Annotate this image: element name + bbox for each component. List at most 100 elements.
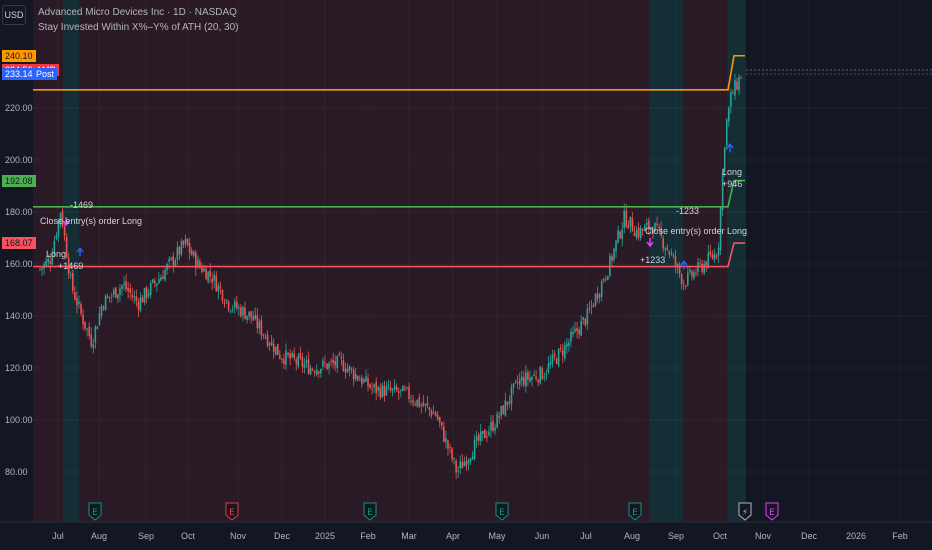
candle-body: [484, 429, 486, 439]
candle-body: [596, 293, 599, 300]
candle-body: [602, 279, 605, 281]
time-axis-bg: [0, 522, 932, 550]
candle-body: [680, 274, 683, 284]
event-marker-2[interactable]: E: [363, 502, 377, 521]
candle-body: [172, 256, 175, 266]
candle-body: [627, 225, 630, 229]
candle-body: [738, 77, 740, 91]
candle-body: [717, 247, 720, 256]
price-tag-3: 192.08: [2, 174, 36, 187]
x-tick-label: Aug: [624, 531, 640, 541]
candle-body: [373, 384, 375, 388]
event-marker-1[interactable]: E: [225, 502, 239, 521]
event-marker-4[interactable]: E: [628, 502, 642, 521]
candle-body: [256, 315, 259, 328]
candle-body: [586, 308, 589, 325]
event-marker-6[interactable]: E: [765, 502, 779, 521]
candle-body: [730, 92, 732, 107]
candle-body: [78, 301, 80, 304]
candle-body: [195, 252, 197, 269]
candle-body: [147, 293, 150, 296]
candle-body: [465, 461, 468, 466]
candle-body: [541, 368, 544, 380]
candle-body: [315, 369, 318, 375]
candle-body: [242, 307, 244, 316]
candle-body: [641, 228, 644, 231]
candle-body: [443, 426, 445, 442]
candle-body: [668, 251, 671, 255]
candle-body: [406, 387, 408, 389]
candle-body: [523, 377, 525, 386]
candle-body: [301, 357, 304, 367]
candle-body: [385, 386, 388, 396]
candle-body: [397, 391, 400, 394]
candle-body: [514, 380, 517, 383]
candle-body: [500, 406, 503, 416]
trade-annotation-8: +946: [722, 178, 743, 189]
candle-body: [57, 219, 60, 237]
candle-body: [293, 353, 295, 359]
price-tag-2: 233.14: [2, 67, 36, 80]
candle-body: [291, 352, 293, 357]
event-marker-0[interactable]: E: [88, 502, 102, 521]
candle-body: [127, 288, 129, 292]
candle-body: [422, 402, 425, 407]
candle-body: [629, 216, 632, 227]
candle-body: [115, 287, 117, 298]
event-marker-3[interactable]: E: [495, 502, 509, 521]
candle-body: [584, 318, 587, 326]
candle-body: [211, 278, 213, 283]
x-tick-label: Aug: [91, 531, 107, 541]
candle-body: [572, 331, 574, 335]
candle-body: [279, 354, 281, 359]
event-marker-shape: [495, 502, 509, 521]
y-tick-label: 100.00: [5, 415, 33, 425]
candle-body: [117, 294, 119, 299]
y-tick-label: 180.00: [5, 207, 33, 217]
candle-body: [186, 238, 189, 246]
trade-arrow-1: [62, 220, 70, 227]
candle-body: [547, 363, 550, 373]
candle-body: [441, 422, 443, 426]
candle-body: [178, 246, 181, 255]
candle-body: [379, 387, 382, 398]
candle-body: [197, 259, 199, 268]
candle-body: [371, 388, 373, 390]
x-tick-label: Feb: [360, 531, 376, 541]
band-2: [33, 242, 745, 268]
candle-body: [498, 416, 500, 418]
candle-body: [619, 231, 621, 238]
event-marker-shape: [88, 502, 102, 521]
candle-body: [600, 281, 603, 297]
candle-body: [715, 255, 718, 258]
candle-body: [106, 296, 109, 298]
candle-body: [359, 379, 361, 382]
candle-body: [469, 458, 472, 462]
x-tick-label: May: [488, 531, 506, 541]
candle-body: [623, 210, 626, 229]
candle-body: [352, 369, 355, 380]
candle-body: [162, 276, 164, 280]
candle-body: [555, 358, 558, 364]
event-marker-5[interactable]: ⚡: [738, 502, 752, 521]
candle-body: [104, 295, 107, 311]
currency-button[interactable]: USD: [2, 5, 26, 25]
candle-body: [332, 359, 334, 364]
candle-body: [203, 268, 205, 272]
candle-body: [533, 374, 535, 376]
candle-body: [395, 386, 398, 391]
candle-body: [557, 348, 560, 366]
candle-body: [252, 316, 254, 321]
candle-body: [41, 268, 43, 270]
candle-body: [477, 434, 480, 441]
zone-5: [727, 0, 746, 522]
event-marker-shape: [363, 502, 377, 521]
candle-body: [45, 260, 47, 266]
candle-body: [217, 284, 220, 292]
zone-3: [649, 0, 683, 522]
candle-body: [367, 378, 369, 387]
candle-body: [387, 385, 390, 387]
candle-body: [129, 288, 131, 293]
candle-body: [666, 247, 669, 250]
